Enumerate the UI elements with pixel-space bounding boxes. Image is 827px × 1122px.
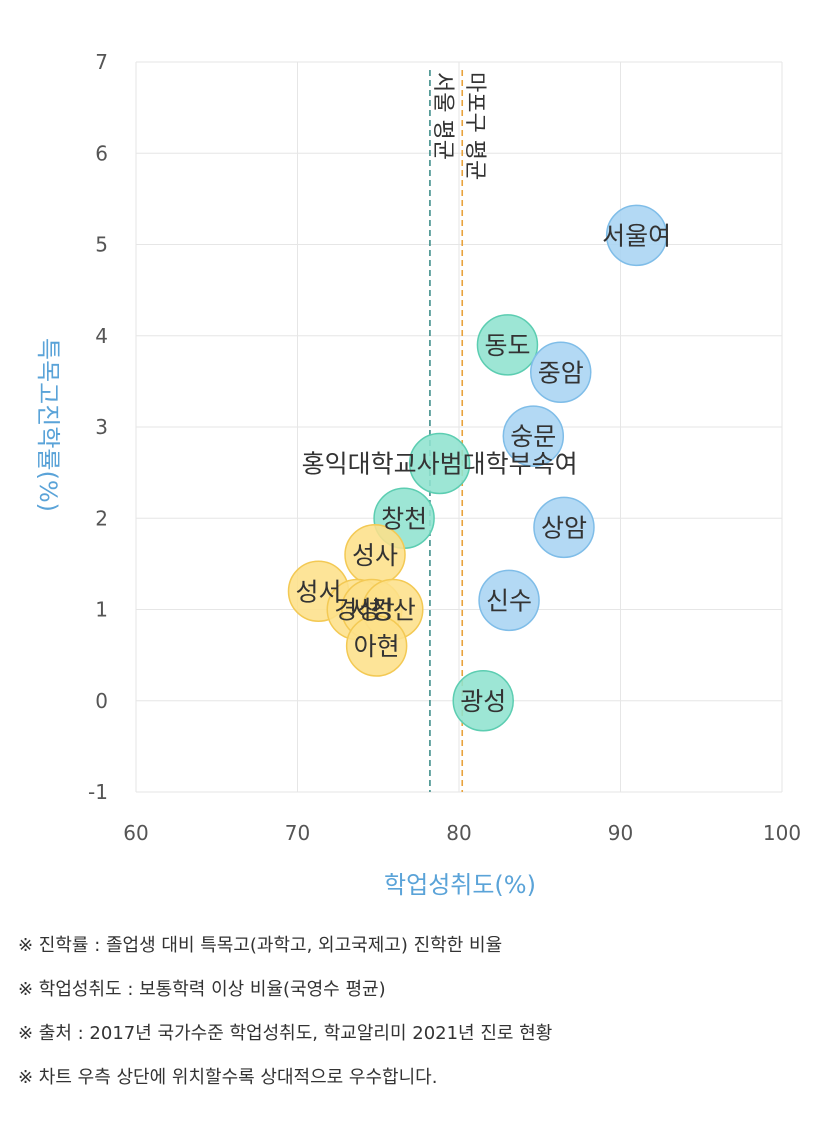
y-tick-label: 4	[95, 324, 108, 348]
bubble-point	[408, 432, 471, 495]
bubble-point	[345, 615, 408, 677]
x-tick-label: 90	[608, 821, 633, 845]
y-tick-label: 2	[95, 506, 108, 530]
bubble-point	[478, 569, 540, 632]
reference-lines: 서울 평균 마포구 평균	[429, 70, 487, 792]
footnotes: ※ 진학률 : 졸업생 대비 특목고(과학고, 외고국제고) 진학한 비율 ※ …	[18, 935, 818, 1111]
bubble-label: 홍익대학교사범대학부속여	[302, 450, 578, 479]
average-line-label: 서울 평균	[430, 72, 455, 160]
bubble-label: 숭문	[510, 422, 556, 451]
bubble-label: 경성	[334, 596, 380, 625]
footnote-achievement: ※ 학업성취도 : 보통학력 이상 비율(국영수 평균)	[18, 979, 386, 1000]
y-tick-label: 1	[95, 598, 108, 622]
x-tick-label: 100	[763, 821, 801, 845]
bubble-label: 동도	[484, 331, 530, 360]
x-tick-label: 60	[123, 821, 148, 845]
bubble-label: 서강	[349, 596, 395, 625]
bubble-label: 서울여	[602, 221, 671, 250]
footnote-source: ※ 출처 : 2017년 국가수준 학업성취도, 학교알리미 2021년 진로 …	[18, 1023, 553, 1044]
bubble-label: 창천	[381, 504, 427, 533]
bubble-point	[529, 341, 592, 403]
x-tick-label: 70	[285, 821, 310, 845]
footnote-guide: ※ 차트 우측 상단에 위치할수록 상대적으로 우수합니다.	[18, 1067, 438, 1088]
bubble-point	[533, 496, 595, 559]
x-tick-label: 80	[446, 821, 471, 845]
bubble-label: 성서	[295, 577, 341, 606]
bubble-point	[452, 670, 514, 732]
grid	[135, 61, 783, 793]
y-tick-label: 0	[95, 689, 108, 713]
y-tick-label: 7	[95, 50, 108, 74]
axis-ticks: -1 0 1 2 3 4 5 6 7 60 70 80 90 100	[88, 50, 801, 845]
bubble-point	[476, 314, 539, 376]
y-axis-title: 특목고진학률(%)	[34, 338, 62, 512]
bubble-point	[605, 204, 668, 267]
bubble-label: 성사	[352, 541, 398, 570]
bubble-point	[502, 405, 565, 467]
average-line-label: 마포구 평균	[462, 72, 487, 180]
bubble-label: 광성	[460, 687, 506, 716]
bubble-label: 아현	[354, 632, 400, 661]
x-axis-title: 학업성취도(%)	[384, 871, 536, 899]
bubble-label: 상암	[541, 513, 587, 542]
y-tick-label: 6	[95, 141, 108, 165]
bubble-label: 성산	[370, 596, 416, 625]
y-tick-label: 3	[95, 415, 108, 439]
bubble-label: 신수	[486, 586, 532, 615]
y-tick-label: -1	[88, 780, 108, 804]
scatter-chart: 서울 평균 마포구 평균 -1 0 1 2 3 4 5 6 7 60 70 80 90 100 서울여동도중…	[34, 50, 801, 899]
footnote-rate: ※ 진학률 : 졸업생 대비 특목고(과학고, 외고국제고) 진학한 비율	[18, 935, 503, 956]
bubble-label: 중암	[538, 358, 584, 387]
bubbles	[287, 204, 668, 732]
y-tick-label: 5	[95, 233, 108, 257]
